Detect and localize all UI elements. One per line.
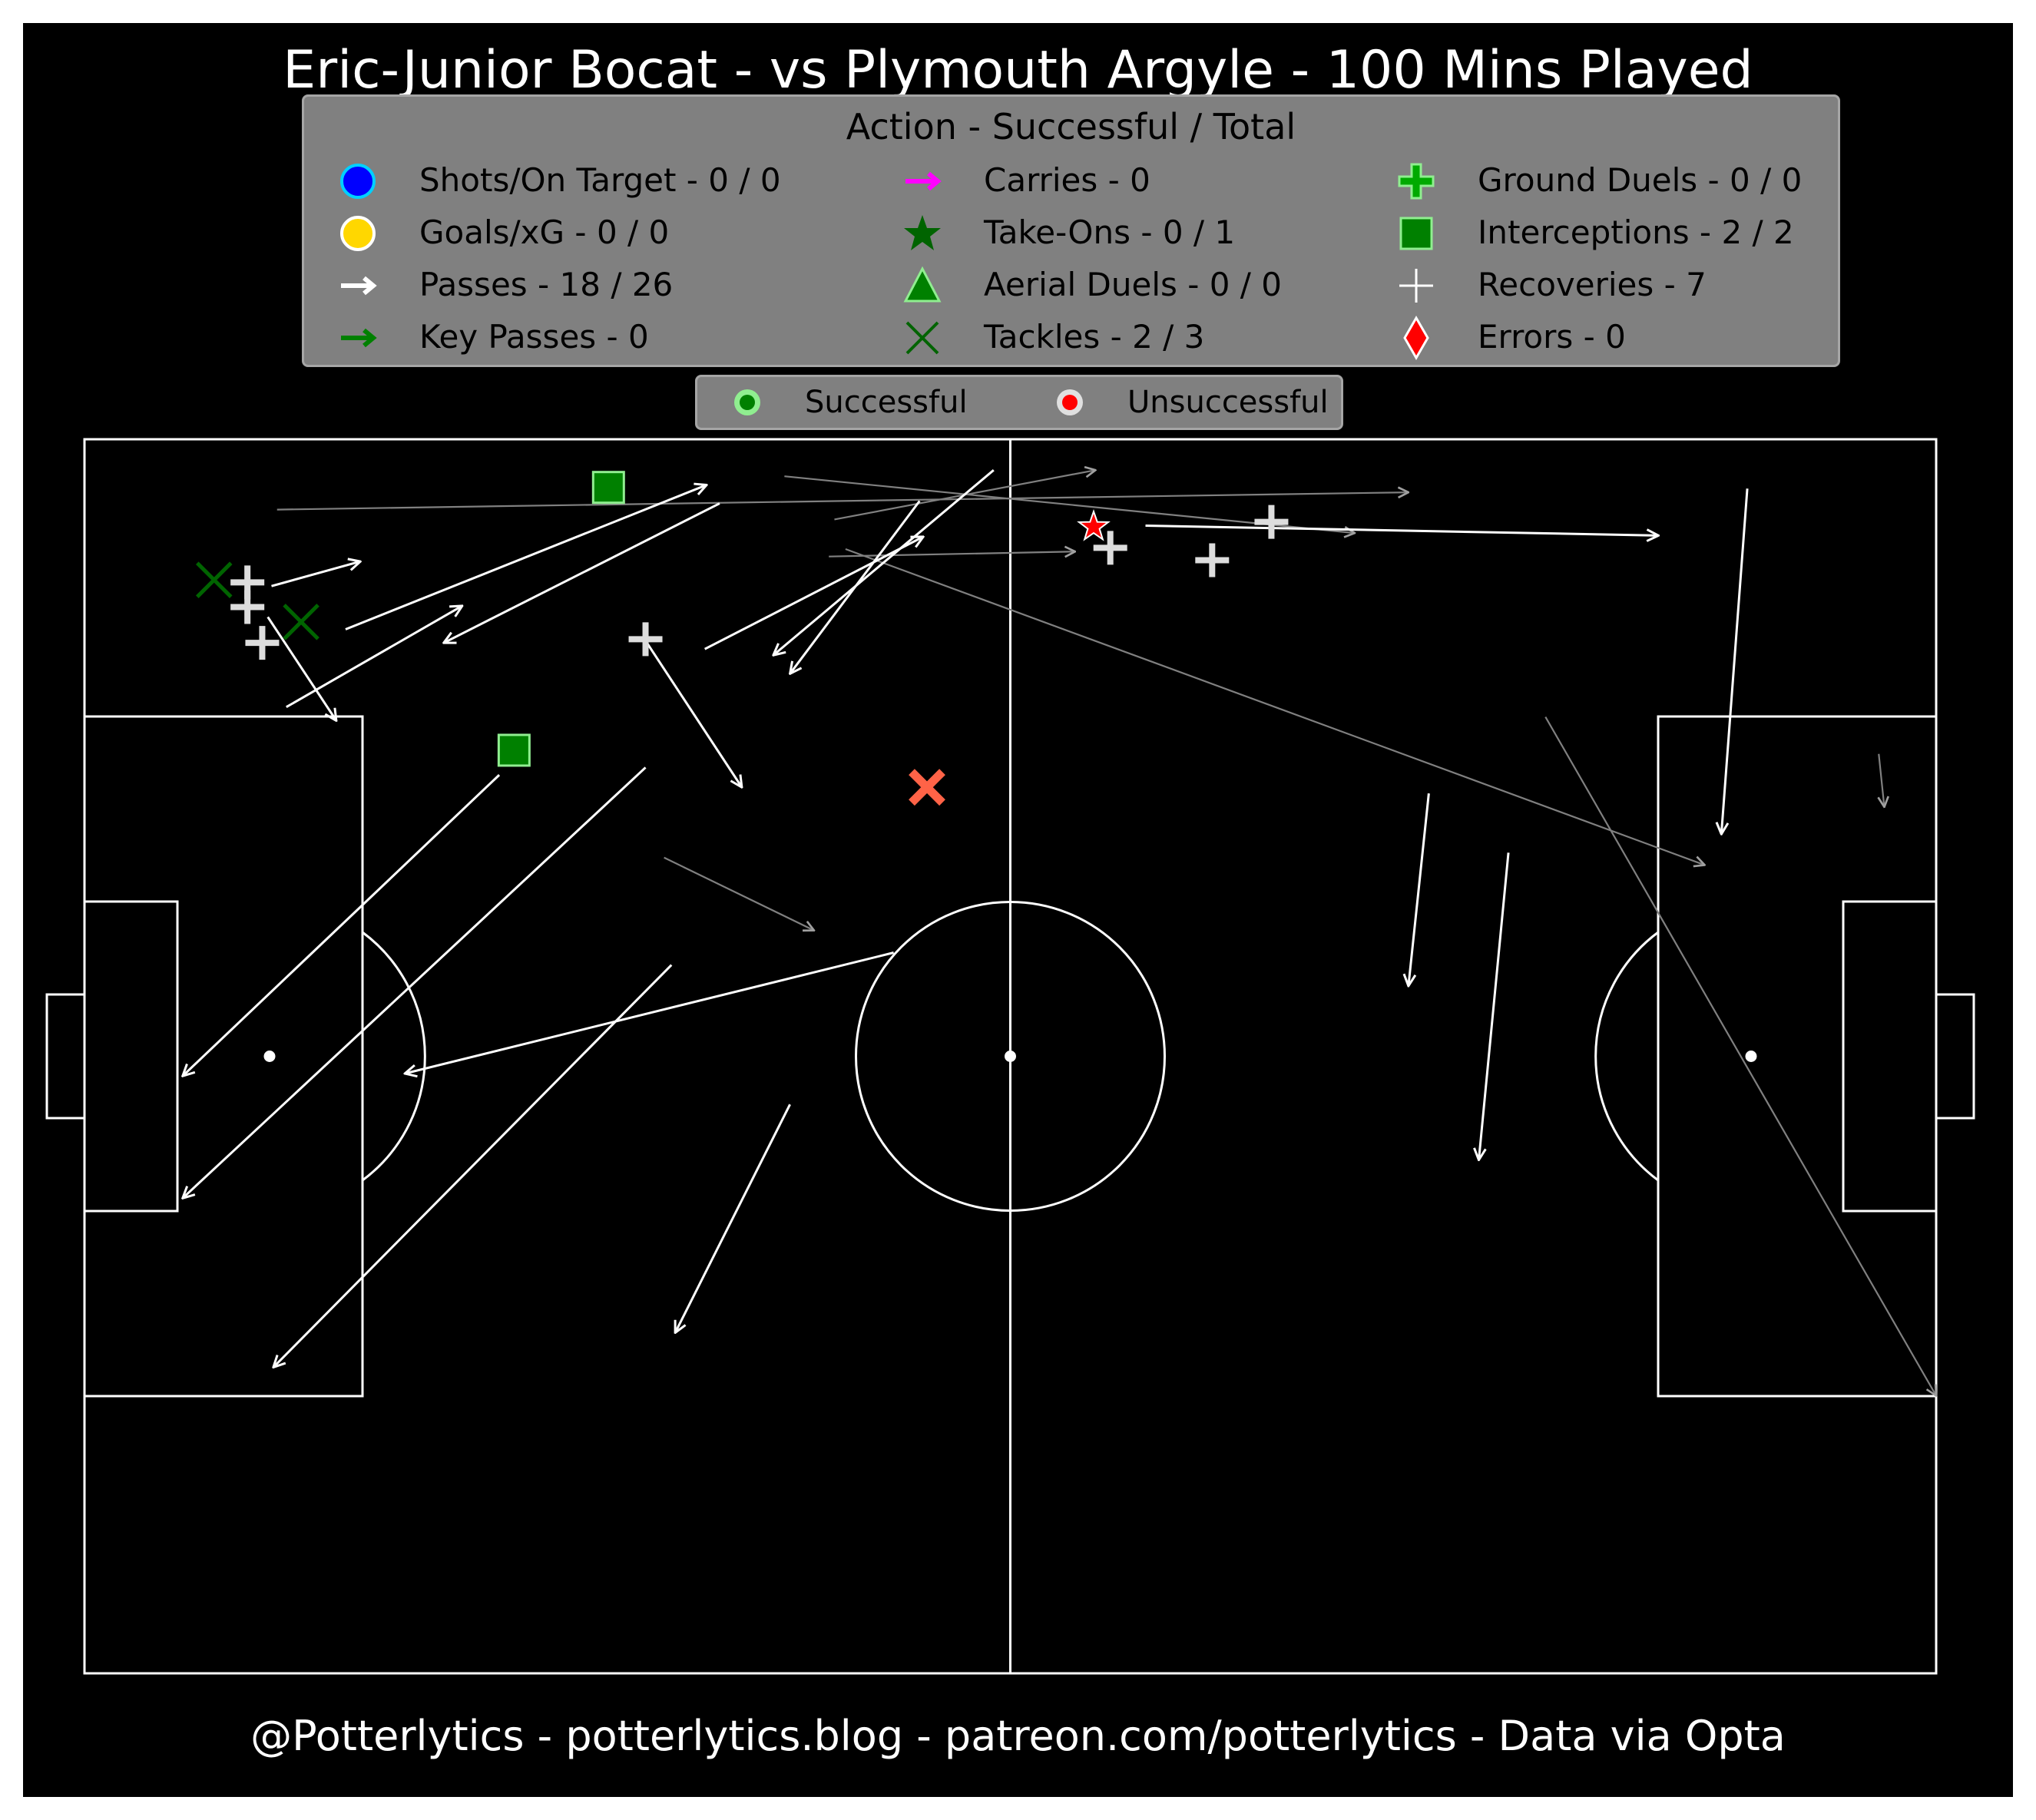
pass-complete [444,502,720,644]
unsuccessful-icon [1057,389,1083,415]
unsuccessful-label: Unsuccessful [1127,385,1329,420]
recovery-marker [1195,543,1230,577]
legend-label: Shots/On Target - 0 / 0 [419,161,781,199]
right-penalty-arc [1594,931,1659,1182]
recovery-marker [1093,531,1127,565]
legend-label: Interceptions - 2 / 2 [1478,213,1794,251]
pass-complete [183,774,501,1076]
right-penalty-box [1657,715,1938,1398]
left-goal [45,993,86,1120]
pass-incomplete [1879,753,1884,807]
interception-marker [591,471,625,505]
carry-icon [905,171,942,191]
right-six-yard-box [1842,900,1938,1213]
action-legend: Action - Successful / Total Shots/On Tar… [302,94,1840,367]
pass-complete [1721,488,1749,834]
pass-complete [642,637,742,787]
pass-complete [345,485,707,630]
footer-credits: @Potterlytics - potterlytics.blog - patr… [250,1712,1786,1760]
legend-title: Action - Successful / Total [846,106,1296,147]
left-penalty-box [83,715,364,1398]
legend-label: Recoveries - 7 [1478,266,1707,303]
pass-complete [1409,793,1430,986]
pitch-lines [45,438,1975,1675]
pass-complete [703,537,923,650]
successful-icon [734,389,760,415]
tackle-success-marker [196,561,233,598]
error-icon [1403,315,1429,361]
tackle-icon [905,321,939,355]
legend-label: Aerial Duels - 0 / 0 [984,266,1283,303]
pass-incomplete [829,551,1075,556]
take-on-icon [904,215,941,250]
left-six-yard-box [83,900,179,1213]
centre-spot [1005,1051,1016,1062]
events-layer [183,470,1936,1395]
legend-label: Take-Ons - 0 / 1 [984,213,1236,251]
outcome-legend: Successful Unsuccessful [695,375,1343,430]
pass-incomplete [1544,716,1936,1396]
pass-icon [341,276,377,296]
ground-duel-icon [1398,163,1435,200]
pass-complete [273,964,673,1368]
pass-complete [405,951,894,1074]
key-pass-icon [341,328,377,348]
recovery-marker [1254,505,1289,539]
pass-complete [271,561,361,587]
pass-complete [286,606,462,709]
centre-circle [855,901,1166,1212]
legend-label: Goals/xG - 0 / 0 [419,213,670,251]
tackle-fail-marker [909,769,945,806]
legend-label: Tackles - 2 / 3 [984,318,1205,356]
pass-complete [675,1104,791,1332]
pass-incomplete [276,492,1409,511]
interception-marker [497,733,531,767]
recovery-icon [1399,269,1433,303]
shot-icon [340,164,376,199]
left-penalty-spot [263,1051,276,1062]
legend-label: Errors - 0 [1478,318,1626,356]
pass-incomplete [845,548,1705,865]
interception-icon [1399,217,1433,250]
legend-label: Passes - 18 / 26 [419,266,674,303]
recovery-marker [230,590,265,624]
tackle-success-marker [283,604,319,640]
pass-incomplete [664,856,814,931]
aerial-duel-icon [903,266,942,303]
take-on-marker [1077,509,1111,541]
legend-label: Key Passes - 0 [419,318,649,356]
recovery-marker [628,622,663,657]
right-penalty-spot [1745,1051,1757,1062]
pass-complete [773,469,995,655]
right-goal [1935,993,1975,1120]
pass-complete [183,766,647,1198]
left-penalty-arc [362,931,426,1182]
pass-complete [1145,524,1659,535]
pass-complete [267,616,336,720]
successful-label: Successful [805,385,968,420]
legend-label: Carries - 0 [984,161,1150,199]
legend-label: Ground Duels - 0 / 0 [1478,161,1803,199]
goal-icon [340,216,376,251]
pass-complete [1478,852,1510,1160]
chart-title: Eric-Junior Bocat - vs Plymouth Argyle -… [283,40,1753,101]
recovery-marker [245,626,280,660]
